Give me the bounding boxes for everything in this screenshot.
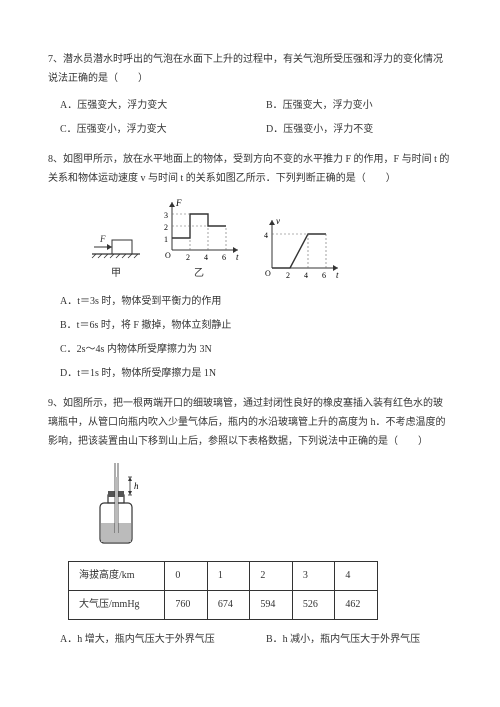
cell: 0 xyxy=(165,562,208,591)
q7-options: A．压强变大，浮力变大 B．压强变大，浮力变小 C．压强变小，浮力变大 D．压强… xyxy=(48,98,452,138)
question-8: 8、如图甲所示，放在水平地面上的物体，受到方向不变的水平推力 F 的作用，F 与… xyxy=(48,150,452,382)
row1-label: 海拔高度/km xyxy=(69,562,165,591)
bottle-icon: h xyxy=(88,461,148,549)
vt-chart-icon: v t O 4 2 4 6 xyxy=(254,216,344,282)
cell: 760 xyxy=(165,591,208,620)
cell: 3 xyxy=(292,562,335,591)
q9-table: 海拔高度/km 0 1 2 3 4 大气压/mmHg 760 674 594 5… xyxy=(68,561,378,620)
cell: 2 xyxy=(250,562,293,591)
q8-option-c: C．2s～4s 内物体所受摩擦力为 3N xyxy=(60,342,452,358)
svg-text:4: 4 xyxy=(304,271,308,280)
svg-text:O: O xyxy=(265,269,271,278)
ft-chart-icon: F t O 1 2 3 2 4 6 xyxy=(154,198,244,264)
svg-text:4: 4 xyxy=(264,231,268,240)
q9-options: A．h 增大，瓶内气压大于外界气压 B．h 减小，瓶内气压大于外界气压 xyxy=(48,632,452,648)
row2-label: 大气压/mmHg xyxy=(69,591,165,620)
q7-option-c: C．压强变小，浮力变大 xyxy=(60,122,246,138)
q7-stem: 7、潜水员潜水时呼出的气泡在水面下上升的过程中，有关气泡所受压强和浮力的变化情况… xyxy=(48,50,452,88)
q8-chart-vt: v t O 4 2 4 6 xyxy=(254,216,344,282)
q8-option-d: D．t＝1s 时，物体所受摩擦力是 1N xyxy=(60,366,452,382)
question-9: 9、如图所示，把一根两端开口的细玻璃管，通过封闭性良好的橡皮塞插入装有红色水的玻… xyxy=(48,394,452,648)
q8-option-b: B．t＝6s 时，将 F 撤掉，物体立刻静止 xyxy=(60,318,452,334)
svg-text:t: t xyxy=(236,252,239,262)
svg-text:t: t xyxy=(336,270,339,280)
svg-text:6: 6 xyxy=(322,271,326,280)
q8-option-a: A．t＝3s 时，物体受到平衡力的作用 xyxy=(60,294,452,310)
cell: 674 xyxy=(207,591,250,620)
svg-text:4: 4 xyxy=(204,253,208,262)
question-7: 7、潜水员潜水时呼出的气泡在水面下上升的过程中，有关气泡所受压强和浮力的变化情况… xyxy=(48,50,452,138)
cell: 526 xyxy=(292,591,335,620)
q8-figures: F 甲 F t O 1 2 3 2 4 6 xyxy=(88,198,452,282)
svg-text:v: v xyxy=(276,216,280,226)
q9-figure: h xyxy=(88,461,452,549)
block-push-icon: F xyxy=(88,224,144,264)
q7-option-a: A．压强变大，浮力变大 xyxy=(60,98,246,114)
h-label: h xyxy=(134,481,139,491)
q8-figure-jia: F 甲 xyxy=(88,224,144,282)
svg-text:6: 6 xyxy=(222,253,226,262)
q8-label-jia: 甲 xyxy=(88,266,144,282)
table-row: 海拔高度/km 0 1 2 3 4 xyxy=(69,562,378,591)
q7-option-d: D．压强变小，浮力不变 xyxy=(266,122,452,138)
cell: 594 xyxy=(250,591,293,620)
svg-text:1: 1 xyxy=(164,235,168,244)
q8-options: A．t＝3s 时，物体受到平衡力的作用 B．t＝6s 时，将 F 撤掉，物体立刻… xyxy=(48,294,452,382)
svg-text:F: F xyxy=(99,234,106,244)
q7-option-b: B．压强变大，浮力变小 xyxy=(266,98,452,114)
svg-text:O: O xyxy=(165,251,171,260)
q9-option-b: B．h 减小，瓶内气压大于外界气压 xyxy=(266,632,452,648)
svg-text:2: 2 xyxy=(186,253,190,262)
svg-text:F: F xyxy=(175,198,182,208)
svg-text:2: 2 xyxy=(286,271,290,280)
svg-text:3: 3 xyxy=(164,211,168,220)
q8-label-yi: 乙 xyxy=(154,266,244,282)
q8-chart-ft: F t O 1 2 3 2 4 6 乙 xyxy=(154,198,244,282)
q8-stem: 8、如图甲所示，放在水平地面上的物体，受到方向不变的水平推力 F 的作用，F 与… xyxy=(48,150,452,188)
cell: 1 xyxy=(207,562,250,591)
q9-stem: 9、如图所示，把一根两端开口的细玻璃管，通过封闭性良好的橡皮塞插入装有红色水的玻… xyxy=(48,394,452,451)
cell: 462 xyxy=(335,591,378,620)
q9-option-a: A．h 增大，瓶内气压大于外界气压 xyxy=(60,632,246,648)
svg-text:2: 2 xyxy=(164,223,168,232)
table-row: 大气压/mmHg 760 674 594 526 462 xyxy=(69,591,378,620)
cell: 4 xyxy=(335,562,378,591)
